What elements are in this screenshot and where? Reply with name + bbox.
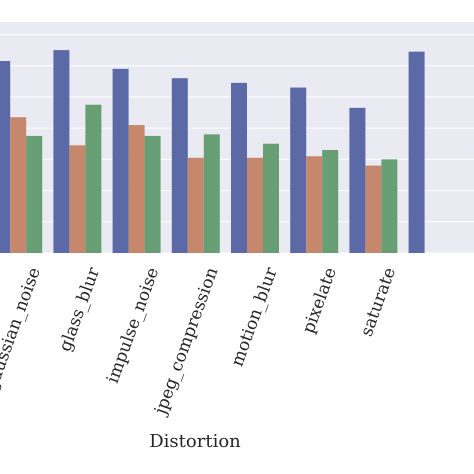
bar [408, 51, 425, 253]
bar [187, 157, 204, 253]
x-tick-label: pixelate [299, 265, 341, 336]
bar [53, 50, 70, 254]
x-tick-label: motion_blur [227, 264, 282, 369]
bar [128, 125, 145, 253]
bar [144, 135, 161, 253]
x-tick-label: glass_blur [55, 264, 104, 354]
bar [85, 104, 102, 253]
bar [171, 78, 188, 254]
bar [112, 68, 129, 253]
bars [0, 50, 425, 254]
bar [26, 135, 43, 253]
x-tick-label: saturate [357, 265, 400, 339]
bar [203, 134, 220, 253]
bar [263, 143, 279, 253]
bar [0, 61, 11, 254]
bar [231, 82, 247, 254]
bar [247, 157, 263, 253]
x-axis-title: Distortion [149, 431, 241, 452]
bar [10, 117, 27, 253]
bar [322, 149, 339, 253]
bar [290, 87, 307, 254]
x-tick-label: jpeg_compression [150, 265, 222, 419]
x-tick-label: gaussian_noise [0, 265, 45, 394]
bar [69, 145, 86, 253]
bar [381, 159, 398, 253]
x-tick-labels: gaussian_blurgaussian_noiseglass_blurimp… [0, 264, 400, 419]
bar [349, 107, 366, 253]
bar [365, 165, 382, 253]
bar [306, 156, 323, 253]
x-tick-label: impulse_noise [103, 265, 163, 386]
